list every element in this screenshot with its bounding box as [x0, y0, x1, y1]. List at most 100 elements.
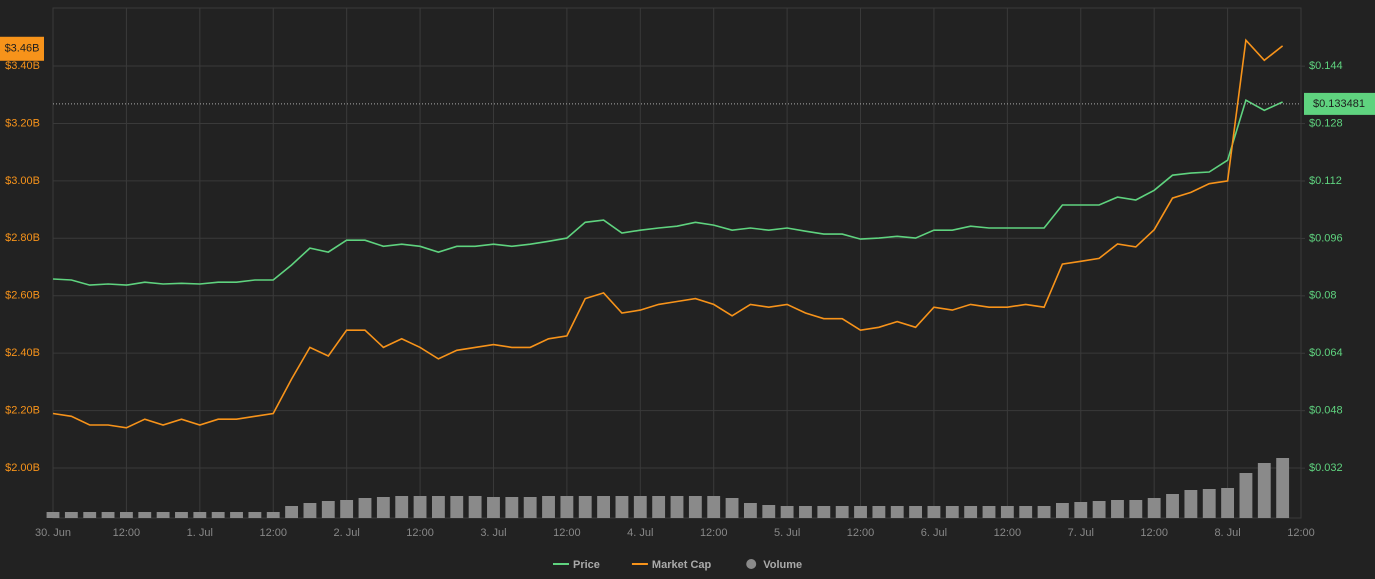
volume-bar: [101, 512, 115, 518]
volume-bar: [46, 512, 60, 518]
volume-bar: [138, 512, 152, 518]
volume-bar: [285, 506, 299, 518]
volume-bar: [340, 500, 354, 518]
last-market-cap-tag: [0, 36, 44, 61]
x-tick-label: 12:00: [847, 527, 875, 539]
x-tick-label: 4. Jul: [627, 527, 653, 539]
volume-bar: [1055, 503, 1069, 518]
legend-swatch: [746, 559, 757, 569]
x-tick-label: 12:00: [994, 527, 1022, 539]
volume-bar: [450, 496, 464, 518]
volume-bar: [211, 512, 225, 518]
y-tick-label: $2.20B: [5, 405, 40, 417]
y-tick-label: $3.40B: [5, 60, 40, 72]
y2-tick-label: $0.096: [1309, 232, 1343, 244]
volume-bar: [1147, 498, 1161, 518]
volume-bar: [560, 496, 574, 518]
volume-bar: [64, 512, 78, 518]
volume-bar: [1239, 473, 1253, 518]
volume-bar: [854, 506, 867, 518]
last-market-cap-label: $3.46B: [5, 43, 40, 55]
volume-bar: [817, 506, 831, 518]
volume-bar: [1257, 463, 1271, 518]
x-tick-label: 6. Jul: [921, 527, 947, 539]
volume-bar: [376, 497, 390, 518]
volume-bar: [725, 498, 739, 518]
volume-bar: [835, 506, 849, 518]
x-tick-label: 12:00: [700, 527, 728, 539]
last-price-label: $0.133481: [1313, 98, 1365, 110]
series-line: [52, 99, 1283, 286]
volume-bar: [468, 496, 482, 518]
x-tick-label: 7. Jul: [1068, 527, 1094, 539]
y2-tick-label: $0.128: [1309, 117, 1343, 129]
legend-label: Volume: [763, 559, 802, 571]
volume-bar: [780, 506, 794, 518]
x-tick-label: 2. Jul: [333, 527, 359, 539]
volume-bar: [670, 496, 684, 518]
y-tick-label: $3.20B: [5, 117, 40, 129]
volume-bar: [395, 496, 409, 518]
x-tick-label: 3. Jul: [480, 527, 506, 539]
volume-bar: [762, 505, 776, 518]
volume-bar: [248, 512, 262, 518]
volume-bar: [945, 506, 959, 518]
legend-label: Market Cap: [652, 559, 712, 571]
volume-bar: [872, 506, 886, 518]
volume-bar: [964, 506, 978, 518]
legend-item[interactable]: Price: [553, 559, 600, 571]
y-tick-label: $2.60B: [5, 290, 40, 302]
legend-item[interactable]: Volume: [746, 559, 802, 571]
volume-bar: [1111, 500, 1124, 518]
volume-bar: [358, 498, 372, 518]
volume-bar: [1019, 506, 1033, 518]
volume-bar: [523, 497, 537, 518]
y-tick-label: $2.80B: [5, 232, 40, 244]
y2-tick-label: $0.112: [1309, 175, 1342, 187]
volume-bar: [707, 496, 721, 518]
volume-bar: [303, 503, 317, 518]
volume-bar: [597, 496, 611, 518]
volume-bar: [743, 503, 757, 518]
volume-bar: [1202, 489, 1216, 518]
y2-tick-label: $0.032: [1309, 462, 1343, 474]
volume-bar: [1074, 502, 1088, 518]
volume-bar: [321, 501, 335, 518]
volume-bar: [230, 512, 243, 518]
y-tick-label: $2.40B: [5, 347, 40, 359]
volume-bar: [119, 512, 133, 518]
x-tick-label: 12:00: [259, 527, 287, 539]
volume-bar: [1166, 494, 1179, 518]
volume-bar: [578, 496, 592, 518]
volume-bar: [1000, 506, 1014, 518]
y2-tick-label: $0.08: [1309, 290, 1337, 302]
volume-bar: [175, 512, 188, 518]
volume-bar: [542, 496, 555, 518]
volume-bar: [927, 506, 941, 518]
volume-bar: [1037, 506, 1051, 518]
legend-label: Price: [573, 559, 600, 571]
volume-bar: [266, 512, 280, 518]
x-tick-label: 12:00: [113, 527, 141, 539]
volume-bar: [1276, 458, 1290, 518]
volume-bar: [982, 506, 996, 518]
volume-bar: [909, 506, 923, 518]
y-tick-label: $2.00B: [5, 462, 40, 474]
x-tick-label: 12:00: [406, 527, 434, 539]
x-tick-label: 12:00: [1287, 527, 1315, 539]
volume-bar: [615, 496, 629, 518]
volume-bar: [890, 506, 904, 518]
x-tick-label: 12:00: [553, 527, 581, 539]
volume-bar: [83, 512, 97, 518]
volume-bar: [1092, 501, 1106, 518]
volume-bar: [193, 512, 207, 518]
volume-bar: [1221, 488, 1235, 518]
x-tick-label: 1. Jul: [187, 527, 213, 539]
volume-bar: [688, 496, 702, 518]
y2-tick-label: $0.064: [1309, 347, 1343, 359]
volume-bar: [1129, 500, 1143, 518]
series-line: [52, 38, 1284, 429]
legend-item[interactable]: Market Cap: [631, 559, 712, 571]
volume-bar: [156, 512, 170, 518]
